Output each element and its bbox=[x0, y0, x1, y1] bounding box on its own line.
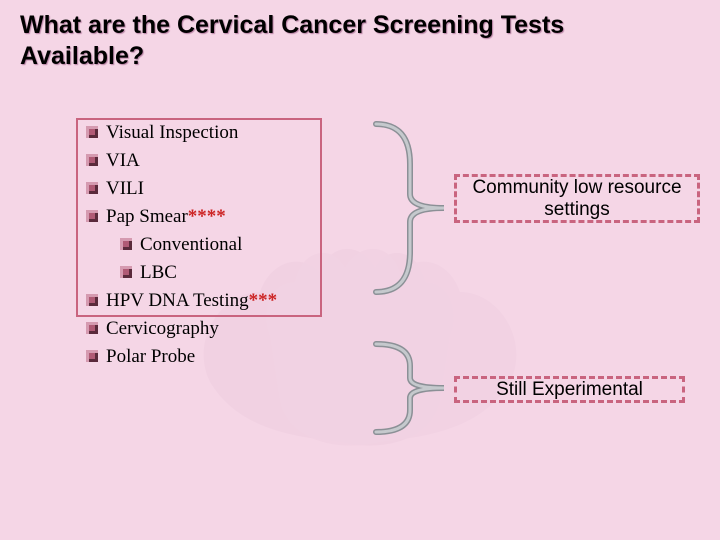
asterisk-marker: *** bbox=[249, 290, 278, 311]
bullet-icon bbox=[86, 182, 98, 194]
list-item: Polar Probe bbox=[86, 346, 346, 368]
bullet-icon bbox=[86, 350, 98, 362]
list-item-label: Cervicography bbox=[106, 318, 219, 340]
list-item: LBC bbox=[120, 262, 346, 284]
brace-upper bbox=[370, 118, 456, 298]
slide-title: What are the Cervical Cancer Screening T… bbox=[20, 10, 580, 71]
list-item-label: Pap Smear**** bbox=[106, 206, 226, 228]
bullet-icon bbox=[86, 294, 98, 306]
bullet-icon bbox=[86, 210, 98, 222]
list-item: Conventional bbox=[120, 234, 346, 256]
list-item-label: LBC bbox=[140, 262, 177, 284]
list-item: VIA bbox=[86, 150, 346, 172]
list-item-label: HPV DNA Testing*** bbox=[106, 290, 277, 312]
test-list: Visual Inspection VIA VILI Pap Smear**** Con… bbox=[86, 122, 346, 374]
list-item: Visual Inspection bbox=[86, 122, 346, 144]
list-item: VILI bbox=[86, 178, 346, 200]
callout-community: Community low resource settings bbox=[454, 174, 700, 223]
bullet-icon bbox=[120, 266, 132, 278]
bullet-icon bbox=[120, 238, 132, 250]
asterisk-marker: **** bbox=[188, 206, 226, 227]
bullet-icon bbox=[86, 322, 98, 334]
list-item: HPV DNA Testing*** bbox=[86, 290, 346, 312]
list-item-label: VILI bbox=[106, 178, 144, 200]
callout-experimental: Still Experimental bbox=[454, 376, 685, 403]
list-item: Pap Smear**** bbox=[86, 206, 346, 228]
list-item-label: VIA bbox=[106, 150, 140, 172]
bullet-icon bbox=[86, 126, 98, 138]
list-item-label: Conventional bbox=[140, 234, 242, 256]
bullet-icon bbox=[86, 154, 98, 166]
brace-lower bbox=[370, 338, 456, 438]
list-item: Cervicography bbox=[86, 318, 346, 340]
list-item-label: Visual Inspection bbox=[106, 122, 238, 144]
list-item-label: Polar Probe bbox=[106, 346, 195, 368]
